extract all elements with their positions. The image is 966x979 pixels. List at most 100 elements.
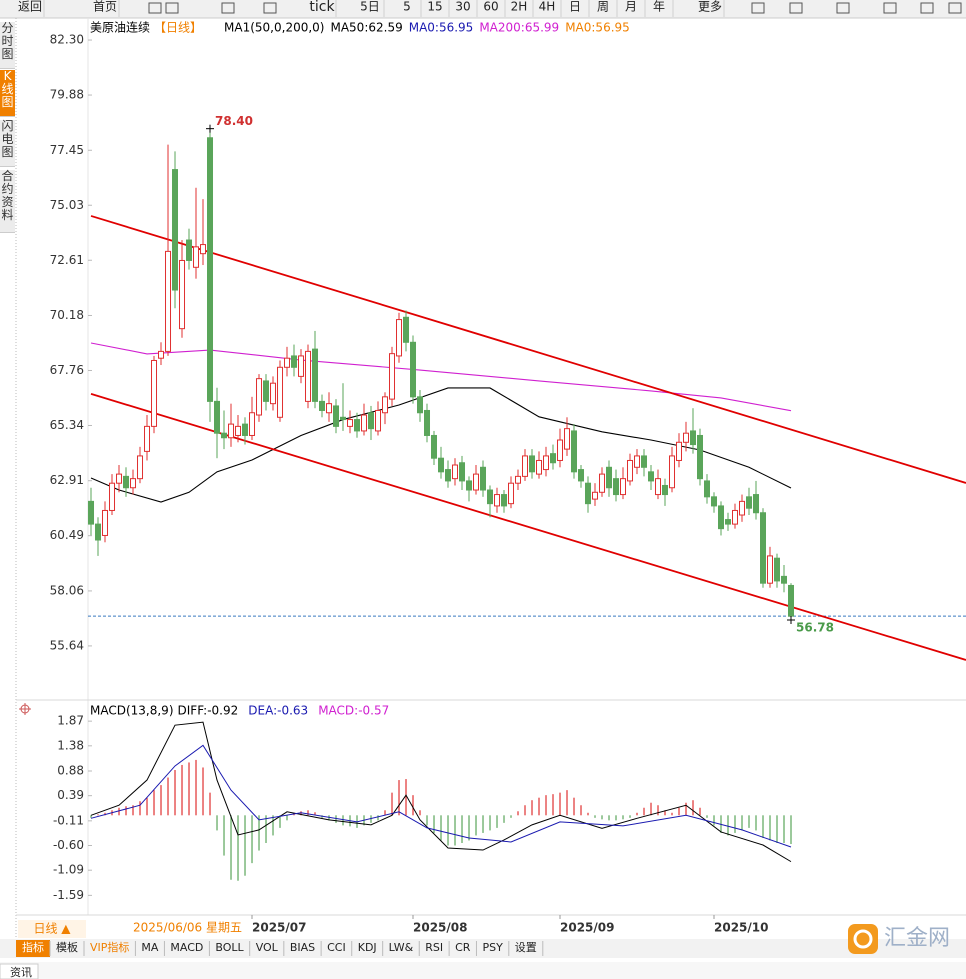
candle-body (550, 453, 557, 464)
toolbar-button[interactable]: 15 (427, 0, 442, 14)
toolbar-icon[interactable] (883, 2, 897, 14)
toolbar-button[interactable]: 5日 (360, 0, 380, 14)
sidebar-tab[interactable]: 分时图 (0, 22, 15, 69)
candle-body (389, 353, 396, 400)
candle-body (137, 455, 144, 480)
indicator-tab[interactable]: VOL (256, 941, 279, 954)
toolbar-button[interactable]: 更多 (698, 0, 722, 14)
trend-line (90, 393, 966, 661)
toolbar-icon[interactable] (948, 2, 962, 14)
indicator-tab[interactable]: 指标 (22, 940, 44, 954)
candle-body (375, 409, 382, 432)
candle-body (578, 469, 585, 482)
candle-body (459, 462, 466, 482)
indicator-tab[interactable]: CR (455, 941, 471, 954)
toolbar-icon[interactable] (836, 2, 850, 14)
candle-body (172, 169, 179, 291)
candle-body (648, 471, 655, 482)
candle-body (207, 137, 214, 402)
candle-body (186, 239, 193, 261)
indicator-tab[interactable]: 设置 (515, 941, 537, 954)
candle-body (515, 475, 522, 484)
y-tick-label: 77.45 (50, 143, 84, 157)
candle-body (312, 348, 319, 402)
candle-body (298, 355, 305, 377)
candle-body (564, 428, 571, 450)
legend-text: MA1(50,0,200,0) (224, 21, 324, 35)
candle-body (326, 403, 333, 414)
indicator-tab[interactable]: 模板 (56, 940, 78, 954)
indicator-tab[interactable]: LW& (389, 941, 414, 954)
footer-tab[interactable] (0, 963, 39, 979)
y-tick-label: -1.09 (53, 863, 84, 877)
candle-body (557, 439, 564, 461)
candle-body (165, 250, 172, 352)
indicator-tab[interactable]: PSY (482, 941, 503, 954)
candle-body (214, 400, 221, 434)
watermark-text: 汇金网 (884, 926, 950, 951)
toolbar-button[interactable]: 5 (403, 0, 411, 14)
candle-body (760, 512, 767, 584)
sidebar-tab[interactable]: 合约资料 (0, 170, 15, 233)
toolbar-icon[interactable] (920, 2, 934, 14)
indicator-tab[interactable]: VIP指标 (90, 940, 129, 954)
legend-text: MA200:65.99 (479, 21, 559, 35)
candle-body (221, 432, 228, 439)
candle-body (354, 419, 361, 432)
candle-body (634, 455, 641, 468)
candle-body (536, 459, 543, 475)
indicator-tab[interactable]: MA (141, 941, 158, 954)
footer-label[interactable]: 资讯 (10, 966, 32, 979)
candle-body (781, 575, 788, 584)
toolbar-icon[interactable] (221, 2, 235, 14)
candle-body (382, 396, 389, 414)
toolbar-button[interactable]: tick (309, 0, 335, 15)
candle-body (340, 416, 347, 421)
period-button-label[interactable]: 日线 ▲ (33, 922, 71, 936)
indicator-tab[interactable]: RSI (425, 941, 443, 954)
sidebar-tab[interactable]: K线图 (0, 70, 15, 117)
candle-body (627, 459, 634, 482)
legend-text: 美原油连续 (90, 20, 150, 35)
toolbar-button[interactable]: 返回 (18, 0, 42, 14)
toolbar-icon[interactable] (789, 2, 803, 14)
toolbar-icon[interactable] (263, 2, 277, 14)
indicator-tab[interactable]: CCI (327, 941, 346, 954)
toolbar-button[interactable]: 日 (569, 0, 581, 14)
y-tick-label: 1.87 (57, 714, 84, 728)
indicator-tab[interactable]: KDJ (358, 941, 377, 954)
toolbar-button[interactable]: 2H (511, 0, 528, 14)
x-tick-label: 2025/08 (413, 921, 467, 935)
candle-body (529, 455, 536, 473)
candle-body (263, 380, 270, 402)
y-tick-label: 58.06 (50, 583, 84, 597)
toolbar-button[interactable]: 月 (625, 0, 637, 14)
toolbar-button[interactable]: 60 (483, 0, 498, 14)
legend-text: MA50:62.59 (330, 21, 402, 35)
candle-body (396, 319, 403, 357)
tab-bar (0, 939, 966, 958)
toolbar-button[interactable]: 首页 (93, 0, 117, 14)
indicator-tab[interactable]: MACD (170, 941, 203, 954)
indicator-tab[interactable]: BOLL (215, 941, 244, 954)
indicator-tab[interactable]: BIAS (290, 941, 315, 954)
toolbar-icon[interactable] (751, 2, 765, 14)
toolbar-button[interactable]: 年 (653, 0, 665, 14)
candle-body (368, 412, 375, 430)
toolbar-button[interactable]: 4H (539, 0, 556, 14)
period-button[interactable] (18, 920, 86, 938)
candle-body (431, 434, 438, 459)
indicator-tab-active (16, 940, 50, 957)
toolbar-button[interactable]: 周 (597, 0, 609, 14)
toolbar-button[interactable]: 30 (455, 0, 470, 14)
toolbar-icon[interactable] (148, 2, 162, 14)
toolbar-icon[interactable] (165, 2, 179, 14)
candle-body (599, 473, 606, 493)
sidebar-tab[interactable]: 闪电图 (0, 120, 15, 167)
y-tick-label: 79.88 (50, 88, 84, 102)
candle-body (487, 489, 494, 505)
macd-plot (90, 721, 792, 881)
candle-body (417, 396, 424, 414)
